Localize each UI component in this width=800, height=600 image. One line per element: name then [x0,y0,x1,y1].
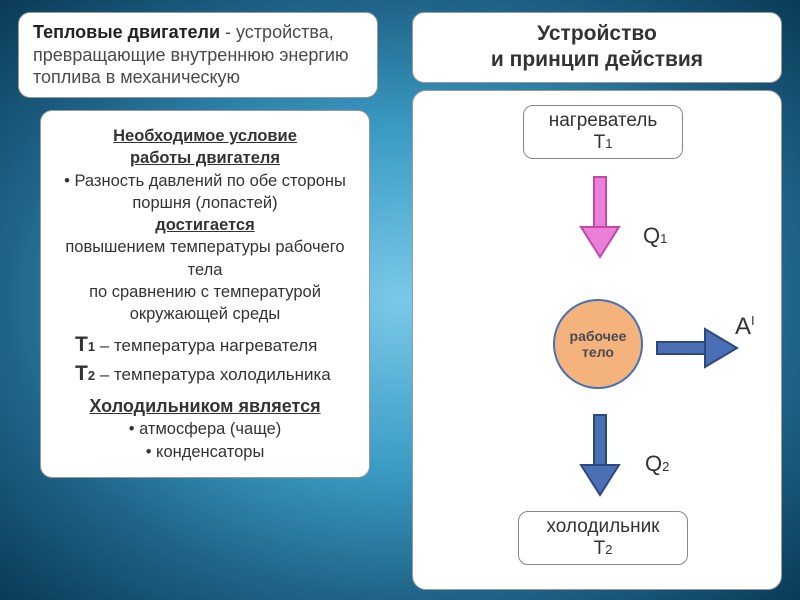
section-title-box: Устройство и принцип действия [412,12,782,83]
t2-def: T2 – температура холодильника [75,360,353,388]
body-line2: тело [582,344,614,360]
q2-arrow-icon [573,411,627,501]
q1-arrow-icon [573,173,627,263]
working-body-circle: рабочее тело [553,299,643,389]
title-line1: Устройство [427,21,767,47]
conditions-header1: Необходимое условие [57,125,353,147]
cooler-header: Холодильником является [57,394,353,418]
cooler-bullet2: • конденсаторы [57,441,353,463]
body-line1: рабочее [570,328,627,344]
q1-label: Q1 [643,223,667,249]
definition-bold: Тепловые двигатели [33,22,220,42]
title-line2: и принцип действия [427,47,767,73]
conditions-header2: работы двигателя [57,147,353,169]
conditions-box: Необходимое условие работы двигателя • Р… [40,110,370,478]
cooler-label: холодильник [531,516,675,538]
cooler-temp: T2 [531,538,675,560]
q2-label: Q2 [645,451,669,477]
definition-box: Тепловые двигатели - устройства, превращ… [18,12,378,98]
t1-def: T1 – температура нагревателя [75,331,353,359]
conditions-bullet1: • Разность давлений по обе стороны поршн… [57,170,353,215]
heater-box: нагреватель T1 [523,105,683,159]
conditions-line2: повышением температуры рабочего тела [57,236,353,281]
cooler-box: холодильник T2 [518,511,688,565]
achieved-label: достигается [57,214,353,236]
work-arrow-icon [653,323,743,373]
diagram-panel: нагреватель T1 Q1 рабочее тело AI Q2 хол… [412,90,782,590]
work-label: AI [735,313,755,341]
heater-label: нагреватель [536,110,670,132]
heater-temp: T1 [536,132,670,154]
cooler-bullet1: • атмосфера (чаще) [57,418,353,440]
conditions-line3: по сравнению с температурой окружающей с… [57,281,353,326]
